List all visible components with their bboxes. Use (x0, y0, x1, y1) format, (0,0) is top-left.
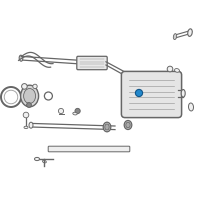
Ellipse shape (124, 120, 132, 130)
Circle shape (27, 103, 31, 107)
Ellipse shape (188, 103, 194, 111)
Ellipse shape (35, 157, 40, 161)
Ellipse shape (181, 90, 185, 97)
Ellipse shape (24, 126, 28, 129)
Ellipse shape (29, 122, 33, 128)
Circle shape (167, 66, 173, 72)
Ellipse shape (188, 29, 192, 36)
FancyBboxPatch shape (48, 146, 130, 152)
Ellipse shape (21, 85, 39, 107)
Circle shape (22, 84, 27, 89)
Circle shape (75, 108, 80, 114)
Circle shape (23, 112, 29, 118)
Ellipse shape (103, 122, 111, 132)
Ellipse shape (73, 112, 77, 115)
Circle shape (33, 84, 37, 89)
Ellipse shape (42, 160, 46, 163)
Ellipse shape (19, 55, 23, 61)
Circle shape (135, 89, 143, 97)
Ellipse shape (126, 122, 130, 128)
FancyBboxPatch shape (77, 56, 107, 70)
Ellipse shape (24, 88, 36, 104)
Circle shape (58, 108, 64, 114)
Ellipse shape (105, 124, 109, 130)
Ellipse shape (175, 69, 179, 72)
Ellipse shape (173, 34, 177, 40)
FancyBboxPatch shape (121, 71, 182, 118)
